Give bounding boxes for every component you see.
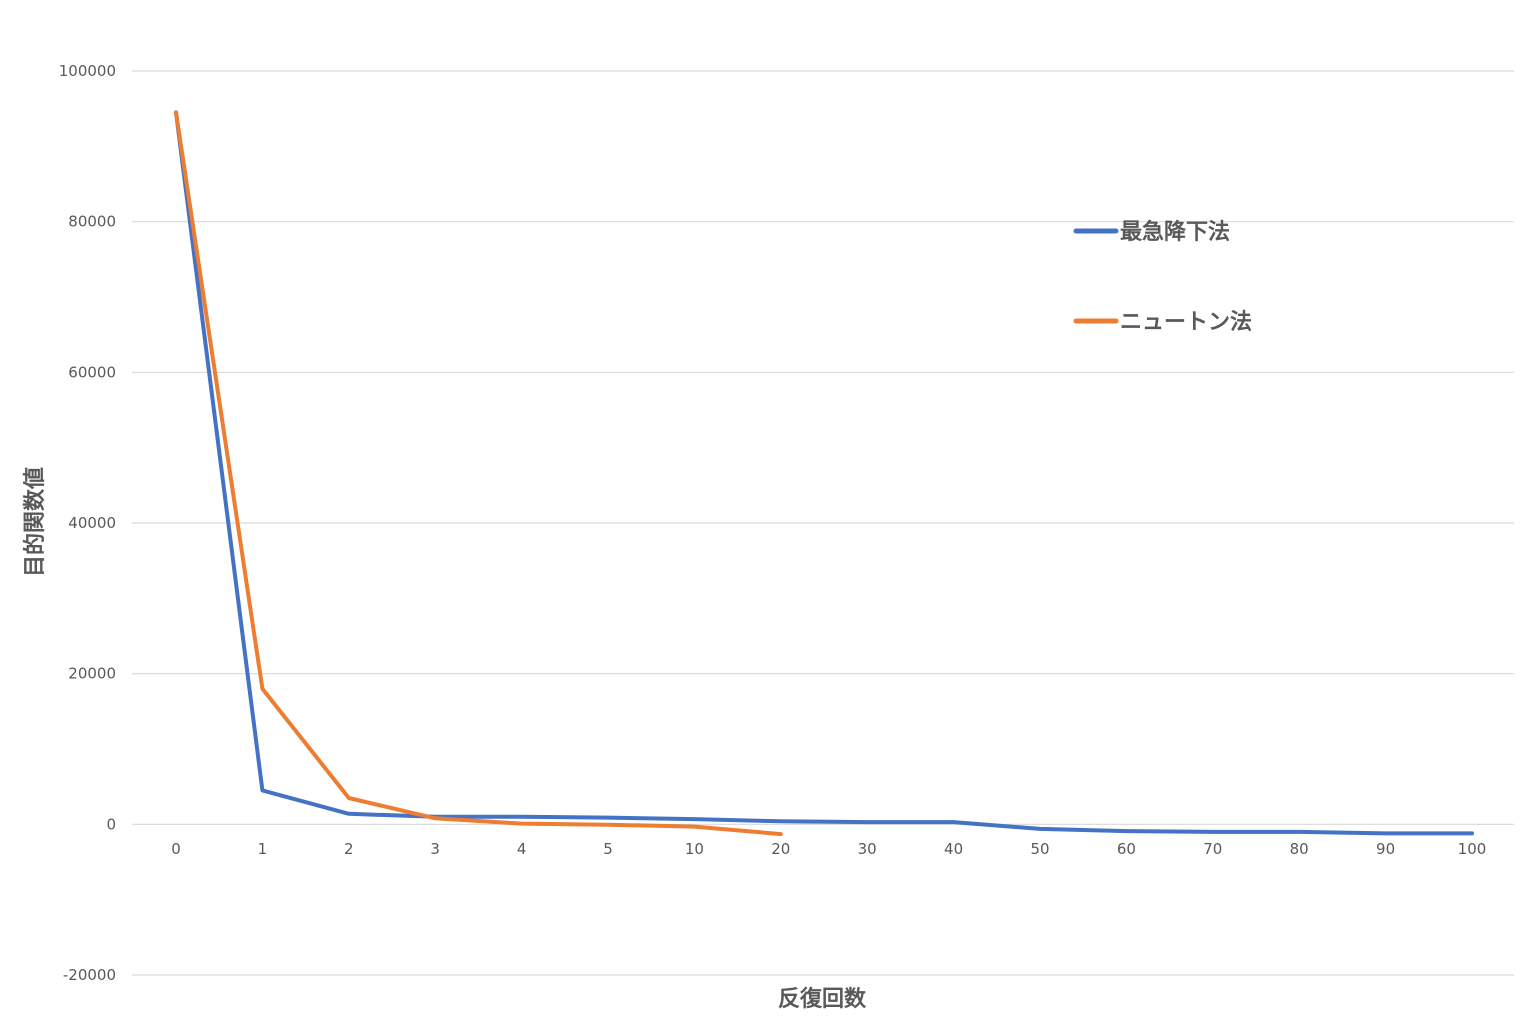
x-tick-label: 80 xyxy=(1290,840,1309,858)
y-axis-title: 目的関数値 xyxy=(22,467,48,577)
x-tick-label: 2 xyxy=(344,840,354,858)
y-tick-label: 80000 xyxy=(68,213,116,231)
y-tick-label: 0 xyxy=(106,815,116,833)
x-axis-ticks: 0 1 2 3 4 5 10 20 30 40 50 60 70 80 90 100 xyxy=(171,840,1486,858)
x-tick-label: 5 xyxy=(603,840,613,858)
x-tick-label: 90 xyxy=(1376,840,1395,858)
x-axis-title: 反復回数 xyxy=(778,986,867,1012)
x-tick-label: 100 xyxy=(1458,840,1487,858)
y-tick-label: -20000 xyxy=(63,966,116,984)
y-tick-label: 100000 xyxy=(59,62,116,80)
x-tick-label: 0 xyxy=(171,840,181,858)
x-tick-label: 3 xyxy=(430,840,440,858)
legend-label-0: 最急降下法 xyxy=(1120,219,1230,245)
x-tick-label: 70 xyxy=(1203,840,1222,858)
y-tick-label: 60000 xyxy=(68,363,116,381)
x-tick-label: 4 xyxy=(517,840,527,858)
y-tick-label: 40000 xyxy=(68,514,116,532)
series-line-0 xyxy=(176,112,1472,833)
x-tick-label: 30 xyxy=(858,840,877,858)
x-tick-label: 10 xyxy=(685,840,704,858)
y-axis-ticks: 100000 80000 60000 40000 20000 0 -20000 xyxy=(59,62,116,984)
series-line-1 xyxy=(176,112,781,834)
legend-label-1: ニュートン法 xyxy=(1120,310,1252,335)
y-tick-label: 20000 xyxy=(68,665,116,683)
x-tick-label: 20 xyxy=(771,840,790,858)
x-tick-label: 50 xyxy=(1030,840,1049,858)
series-lines xyxy=(176,112,1472,834)
x-tick-label: 1 xyxy=(258,840,268,858)
x-tick-label: 60 xyxy=(1117,840,1136,858)
x-tick-label: 40 xyxy=(944,840,963,858)
